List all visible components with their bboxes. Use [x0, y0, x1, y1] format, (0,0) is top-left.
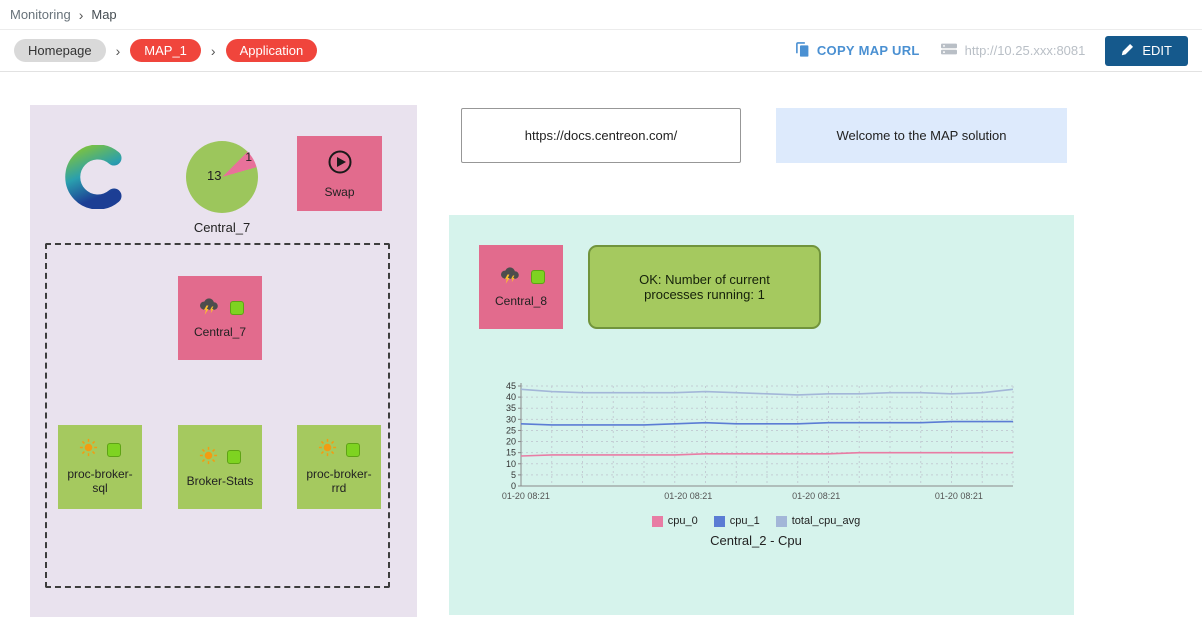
chart-title: Central_2 - Cpu	[710, 533, 802, 548]
pie-total-value: 13	[207, 168, 222, 183]
right-map-panel: Central_8 OK: Number of current processe…	[449, 215, 1074, 615]
breadcrumb-application[interactable]: Application	[225, 39, 318, 62]
storm-cloud-icon	[498, 266, 522, 288]
nav-item-map[interactable]: Map	[91, 7, 117, 22]
sun-icon	[79, 438, 98, 460]
chevron-right-icon: ›	[210, 42, 216, 59]
nav-item-monitoring[interactable]: Monitoring	[10, 7, 71, 22]
svg-text:30: 30	[506, 414, 516, 424]
svg-text:25: 25	[506, 425, 516, 435]
legend-label: cpu_0	[667, 515, 698, 527]
map-toolbar: Homepage › MAP_1 › Application COPY MAP …	[0, 29, 1202, 72]
node-label: proc-broker-sql	[67, 466, 133, 496]
edit-button[interactable]: EDIT	[1105, 35, 1188, 66]
svg-text:35: 35	[506, 403, 516, 413]
node-icons	[199, 446, 241, 468]
svg-text:01-20 08:21: 01-20 08:21	[664, 491, 712, 501]
svg-text:15: 15	[506, 448, 516, 458]
legend-label: total_cpu_avg	[791, 515, 861, 527]
legend-swatch	[775, 515, 787, 527]
chevron-right-icon: ›	[115, 42, 121, 59]
map-breadcrumb: Homepage › MAP_1 › Application	[14, 39, 318, 62]
node-label: Swap	[324, 185, 355, 199]
left-map-panel: 13 1 Central_7 Swap	[30, 105, 417, 617]
toolbar-right: COPY MAP URL http://10.25.xxx:8081	[795, 35, 1188, 66]
edit-button-label: EDIT	[1142, 43, 1172, 58]
svg-text:0: 0	[511, 481, 516, 491]
copy-map-url-label: COPY MAP URL	[816, 43, 920, 58]
node-label: Broker-Stats	[186, 474, 254, 488]
legend-swatch	[651, 515, 663, 527]
chart-legend: cpu_0 cpu_1 total_cpu_avg	[491, 515, 1021, 527]
node-label: proc-broker-rrd	[306, 466, 372, 496]
node-proc-broker-rrd[interactable]: proc-broker-rrd	[297, 425, 381, 509]
pencil-icon	[1121, 43, 1134, 59]
legend-swatch	[713, 515, 725, 527]
top-nav: Monitoring › Map	[0, 0, 1202, 29]
node-central8[interactable]: Central_8	[479, 245, 563, 329]
pie-gauge-central7[interactable]: 13 1 Central_7	[178, 141, 266, 235]
svg-text:5: 5	[511, 470, 516, 480]
group-outline	[45, 243, 390, 588]
welcome-box: Welcome to the MAP solution	[776, 108, 1067, 163]
copy-map-url-button[interactable]: COPY MAP URL	[795, 41, 920, 61]
svg-text:01-20 08:21: 01-20 08:21	[502, 491, 550, 501]
cpu-chart-widget: 0 5 10 15 20 25 30 35 40 45 01-20 08:21 01-20 08:21…	[491, 380, 1021, 548]
node-swap[interactable]: Swap	[297, 136, 382, 211]
svg-text:10: 10	[506, 459, 516, 469]
node-icons	[498, 266, 545, 288]
status-ok-square	[346, 442, 360, 457]
legend-item-cpu_1: cpu_1	[713, 515, 760, 527]
breadcrumb-map-1[interactable]: MAP_1	[130, 39, 201, 62]
map-url-chip: http://10.25.xxx:8081	[940, 42, 1086, 59]
status-ok-square	[107, 442, 121, 457]
play-icon	[326, 148, 354, 179]
pie-slice-value: 1	[245, 150, 252, 164]
svg-text:01-20 08:21: 01-20 08:21	[935, 491, 983, 501]
node-broker-stats[interactable]: Broker-Stats	[178, 425, 262, 509]
svg-text:40: 40	[506, 392, 516, 402]
svg-text:45: 45	[506, 381, 516, 391]
legend-label: cpu_1	[729, 515, 760, 527]
legend-item-cpu_0: cpu_0	[651, 515, 698, 527]
status-ok-square	[227, 449, 241, 464]
status-ok-box: OK: Number of current processes running:…	[588, 245, 821, 329]
status-ok-text: OK: Number of current processes running:…	[639, 272, 770, 302]
storm-cloud-icon	[197, 297, 221, 319]
status-ok-square	[530, 269, 545, 284]
copy-icon	[795, 41, 810, 61]
node-icons	[318, 438, 360, 460]
docs-link-box[interactable]: https://docs.centreon.com/	[461, 108, 741, 163]
breadcrumb-homepage[interactable]: Homepage	[14, 39, 106, 62]
node-icons	[197, 297, 244, 319]
node-label: Central_7	[193, 325, 247, 339]
chevron-right-icon: ›	[78, 6, 84, 23]
pie-chart-icon: 13 1	[186, 141, 258, 213]
docs-link-text: https://docs.centreon.com/	[524, 128, 678, 143]
node-proc-broker-sql[interactable]: proc-broker-sql	[58, 425, 142, 509]
welcome-text: Welcome to the MAP solution	[836, 128, 1007, 143]
svg-text:01-20 08:21: 01-20 08:21	[792, 491, 840, 501]
centreon-logo	[62, 144, 136, 214]
map-url-text: http://10.25.xxx:8081	[964, 43, 1086, 58]
node-icons	[79, 438, 121, 460]
node-central7[interactable]: Central_7	[178, 276, 262, 360]
svg-text:20: 20	[506, 437, 516, 447]
sun-icon	[318, 438, 337, 460]
status-ok-square	[229, 300, 244, 315]
pie-caption: Central_7	[193, 220, 251, 235]
legend-item-total_cpu_avg: total_cpu_avg	[775, 515, 861, 527]
node-label: Central_8	[494, 294, 548, 308]
server-icon	[940, 42, 958, 59]
sun-icon	[199, 446, 218, 468]
